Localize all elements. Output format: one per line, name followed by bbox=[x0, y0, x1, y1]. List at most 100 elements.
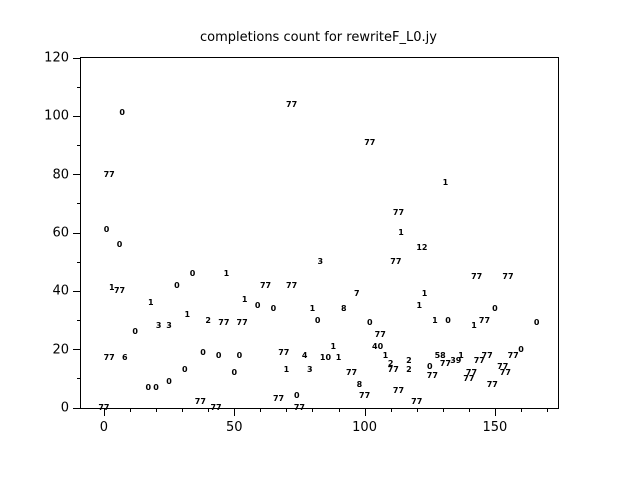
data-point-label: 77 bbox=[359, 391, 371, 401]
data-point-label: 77 bbox=[486, 379, 498, 389]
data-point-label: 0 bbox=[533, 318, 540, 328]
data-point-label: 77 bbox=[272, 394, 285, 404]
data-point-label: 77 bbox=[236, 318, 248, 328]
x-minor-tick bbox=[390, 408, 392, 412]
y-tick-label: 120 bbox=[44, 50, 69, 66]
y-major-tick bbox=[73, 290, 81, 292]
plot-area: 0 50 100 150 0 20 40 60 80 100 120 77 0 77 0 0 77 77 1 77 1 1… bbox=[44, 51, 559, 435]
data-point-label: 3 bbox=[155, 321, 162, 331]
x-minor-tick bbox=[130, 408, 131, 412]
data-point-label: 1 bbox=[421, 289, 428, 299]
data-point-label: 1 bbox=[442, 178, 449, 188]
data-point-label: 1 bbox=[330, 341, 337, 351]
data-point-label: 77 bbox=[481, 350, 493, 360]
y-minor-tick bbox=[77, 203, 81, 205]
x-tick-label: 0 bbox=[99, 420, 109, 435]
data-point-label: 1 bbox=[335, 353, 342, 363]
data-point-label: 0 bbox=[254, 300, 261, 310]
data-point-label: 0 bbox=[103, 225, 110, 235]
data-point-label: 40 bbox=[372, 341, 384, 351]
data-point-label: 1 bbox=[283, 365, 290, 375]
data-point-label: 2 bbox=[387, 359, 394, 369]
x-minor-tick bbox=[468, 408, 470, 412]
data-point-label: 77 bbox=[471, 271, 483, 281]
data-point-label: 58 bbox=[434, 350, 446, 360]
data-point-label: 77 bbox=[259, 280, 272, 290]
data-point-label: 1 bbox=[432, 315, 438, 325]
data-point-label: 77 bbox=[387, 365, 399, 375]
data-point-label: 3 bbox=[317, 257, 324, 267]
data-point-label: 0 bbox=[145, 382, 152, 392]
data-point-label: 0 bbox=[200, 347, 206, 357]
data-point-label: 0 bbox=[181, 365, 188, 375]
y-tick-label: 20 bbox=[52, 342, 69, 358]
x-tick-label: 50 bbox=[225, 420, 243, 435]
data-point-label: 77 bbox=[286, 280, 298, 290]
chart-title: completions count for rewriteF_L0.jy bbox=[200, 30, 437, 45]
data-point-label: 0 bbox=[314, 315, 321, 325]
y-major-tick bbox=[73, 349, 81, 351]
data-point-label: 77 bbox=[374, 330, 386, 340]
x-minor-tick bbox=[182, 408, 184, 412]
data-point-label: 1 bbox=[458, 350, 464, 360]
data-point-label: 2 bbox=[406, 365, 412, 375]
x-minor-tick bbox=[547, 408, 549, 412]
x-minor-tick bbox=[312, 408, 314, 412]
data-point-label: 1 bbox=[471, 321, 477, 331]
data-point-label: 1 bbox=[148, 298, 154, 307]
data-point-label: 3 bbox=[166, 321, 172, 331]
data-point-label: 1 bbox=[382, 350, 389, 360]
data-point-label: 4 bbox=[301, 350, 308, 360]
data-point-label: 77 bbox=[98, 403, 110, 412]
data-point-label: 77 bbox=[218, 318, 230, 328]
x-tick-label: 150 bbox=[482, 420, 508, 435]
y-tick-label: 60 bbox=[52, 225, 69, 241]
x-minor-tick bbox=[338, 408, 340, 412]
data-point-label: 0 bbox=[445, 315, 451, 325]
data-point-label: 0 bbox=[294, 391, 300, 401]
data-point-label: 77 bbox=[478, 315, 491, 325]
y-minor-tick bbox=[77, 261, 81, 263]
data-point-label: 1 bbox=[241, 295, 248, 305]
data-point-label: 77 bbox=[392, 385, 405, 395]
x-minor-tick bbox=[260, 408, 262, 412]
data-point-label: 77 bbox=[502, 271, 514, 281]
data-point-label: 1 bbox=[184, 309, 191, 319]
data-point-label: 2 bbox=[406, 356, 412, 366]
data-point-label: 0 bbox=[231, 368, 238, 377]
data-point-label: 1 bbox=[223, 268, 230, 278]
x-minor-tick bbox=[286, 408, 288, 412]
y-major-tick bbox=[73, 232, 81, 234]
data-point-label: 8 bbox=[356, 379, 363, 389]
data-point-label: 1 bbox=[416, 300, 423, 310]
data-point-label: 77 bbox=[465, 368, 478, 377]
y-tick-label: 40 bbox=[52, 283, 69, 299]
data-point-label: 77 bbox=[293, 403, 305, 412]
data-point-label: 77 bbox=[103, 353, 115, 363]
data-point-label: 0 bbox=[518, 344, 524, 354]
x-minor-tick bbox=[156, 408, 158, 412]
data-point-label: 2 bbox=[205, 315, 211, 325]
y-minor-tick bbox=[77, 86, 81, 88]
x-major-tick bbox=[234, 408, 236, 416]
data-point-label: 12 bbox=[416, 242, 428, 252]
x-minor-tick bbox=[416, 408, 418, 412]
data-point-label: 0 bbox=[153, 382, 159, 392]
data-point-label: 10 bbox=[319, 353, 332, 363]
data-point-label: 0 bbox=[236, 350, 243, 360]
data-point-label: 0 bbox=[174, 280, 180, 290]
data-point-label: 77 bbox=[507, 350, 519, 360]
data-point-label: 77 bbox=[463, 373, 475, 383]
y-tick-label: 100 bbox=[44, 108, 69, 124]
x-minor-tick bbox=[520, 408, 522, 412]
data-point-label: 77 bbox=[390, 257, 402, 267]
y-minor-tick bbox=[77, 378, 81, 380]
data-point-label: 0 bbox=[426, 362, 433, 372]
data-point-label: 0 bbox=[367, 318, 373, 328]
data-point-label: 7 bbox=[353, 289, 360, 299]
x-major-tick bbox=[364, 408, 366, 416]
x-major-tick bbox=[494, 408, 496, 416]
data-point-label: 6 bbox=[121, 353, 128, 363]
data-point-label: 77 bbox=[364, 137, 376, 147]
